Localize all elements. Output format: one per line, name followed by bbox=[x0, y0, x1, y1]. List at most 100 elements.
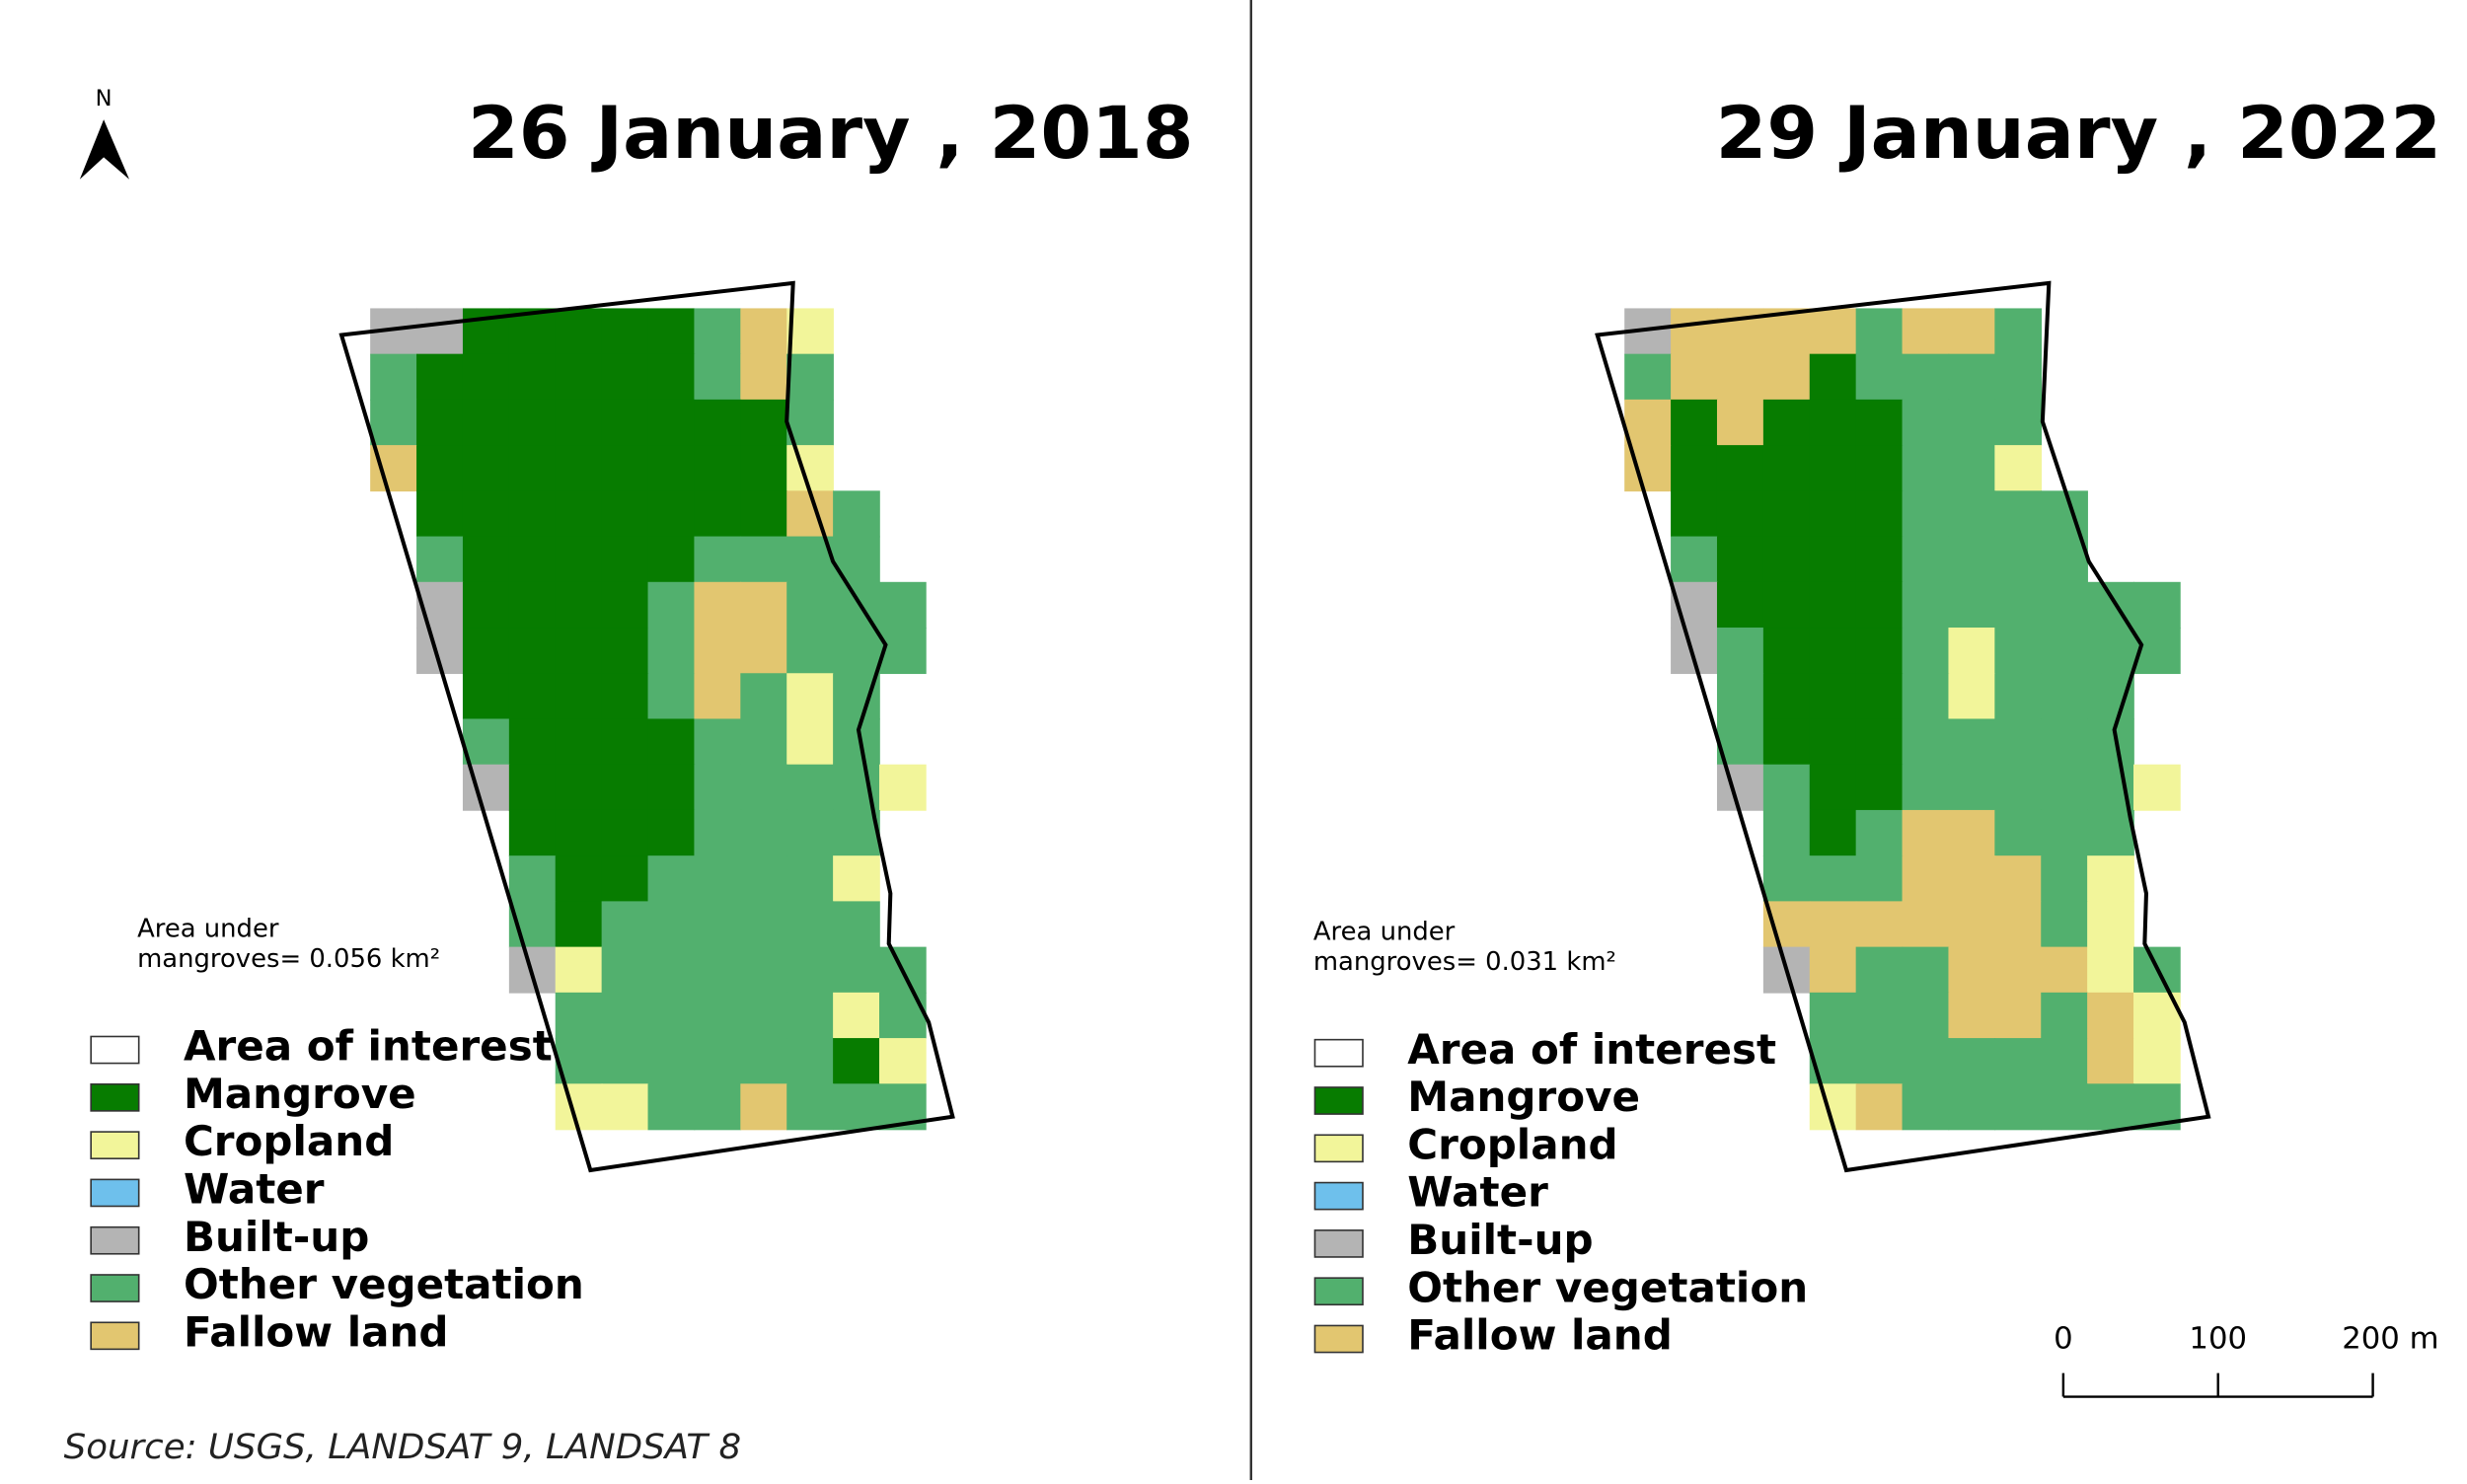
land-cover-pixel bbox=[1948, 445, 1996, 492]
land-cover-pixel bbox=[1994, 946, 2043, 994]
land-cover-pixel bbox=[1855, 1083, 1904, 1131]
land-cover-pixel bbox=[1762, 399, 1811, 446]
land-cover-pixel bbox=[740, 992, 788, 1039]
land-cover-pixel bbox=[647, 673, 696, 720]
land-cover-pixel bbox=[833, 901, 880, 948]
land-cover-pixel bbox=[462, 718, 510, 766]
land-cover-pixel bbox=[740, 581, 788, 629]
land-cover-pixel bbox=[647, 946, 696, 994]
land-cover-pixel bbox=[1716, 490, 1764, 538]
land-cover-pixel bbox=[1762, 809, 1811, 856]
land-cover-pixel bbox=[694, 946, 742, 994]
land-cover-pixel bbox=[1948, 399, 1996, 446]
land-cover-pixel bbox=[555, 992, 603, 1039]
land-cover-pixel bbox=[786, 1083, 834, 1131]
land-cover-pixel bbox=[1671, 308, 1718, 355]
land-cover-pixel bbox=[1948, 946, 1996, 994]
land-cover-pixel bbox=[647, 399, 696, 446]
land-cover-pixel bbox=[2087, 855, 2134, 903]
land-cover-pixel bbox=[2041, 1083, 2088, 1131]
land-cover-pixel bbox=[1948, 308, 1996, 355]
land-cover-pixel bbox=[555, 673, 603, 720]
land-cover-pixel bbox=[1902, 992, 1950, 1039]
land-cover-pixel bbox=[462, 628, 510, 675]
legend-label: Fallow land bbox=[184, 1308, 449, 1357]
land-cover-pixel bbox=[833, 490, 880, 538]
land-cover-pixel bbox=[1994, 992, 2043, 1039]
land-cover-pixel bbox=[833, 628, 880, 675]
legend-label: Other vegetation bbox=[1407, 1264, 1808, 1312]
land-cover-pixel bbox=[647, 308, 696, 355]
land-cover-pixel bbox=[647, 1083, 696, 1131]
scale-label: 100 bbox=[2189, 1322, 2247, 1357]
land-cover-pixel bbox=[1809, 764, 1857, 811]
land-cover-pixel bbox=[740, 536, 788, 583]
land-cover-pixel bbox=[647, 764, 696, 811]
land-cover-pixel bbox=[601, 445, 649, 492]
land-cover-pixel bbox=[647, 855, 696, 903]
land-cover-pixel bbox=[2041, 628, 2088, 675]
land-cover-pixel bbox=[2041, 992, 2088, 1039]
land-cover-pixel bbox=[1948, 536, 1996, 583]
land-cover-pixel bbox=[416, 308, 464, 355]
area-of-interest bbox=[1595, 280, 2211, 1173]
land-cover-pixel bbox=[555, 1083, 603, 1131]
land-cover-pixel bbox=[786, 399, 834, 446]
land-cover-pixel bbox=[786, 673, 834, 720]
land-cover-pixel bbox=[647, 353, 696, 401]
land-cover-pixel bbox=[555, 536, 603, 583]
land-cover-pixel bbox=[1855, 628, 1904, 675]
land-cover-pixel bbox=[462, 353, 510, 401]
land-cover-pixel bbox=[740, 673, 788, 720]
land-cover-pixel bbox=[1809, 536, 1857, 583]
land-cover-pixel bbox=[462, 536, 510, 583]
legend-swatch bbox=[1313, 1086, 1364, 1115]
land-cover-pixel bbox=[2087, 946, 2134, 994]
legend-swatch bbox=[90, 1131, 140, 1159]
land-cover-pixel bbox=[1855, 855, 1904, 903]
land-cover-pixel bbox=[1902, 809, 1950, 856]
land-cover-pixel bbox=[1902, 673, 1950, 720]
land-cover-pixel bbox=[1902, 946, 1950, 994]
land-cover-pixel bbox=[2041, 809, 2088, 856]
north-arrow bbox=[79, 119, 129, 180]
land-cover-pixel bbox=[694, 673, 742, 720]
land-cover-pixel bbox=[2041, 673, 2088, 720]
land-cover-pixel bbox=[1902, 901, 1950, 948]
land-cover-pixel bbox=[1809, 673, 1857, 720]
land-cover-pixel bbox=[508, 581, 557, 629]
land-cover-pixel bbox=[555, 809, 603, 856]
land-cover-pixel bbox=[1855, 490, 1904, 538]
land-cover-pixel bbox=[2133, 1038, 2181, 1085]
land-cover-pixel bbox=[1716, 673, 1764, 720]
land-cover-pixel bbox=[416, 581, 464, 629]
land-cover-pixel bbox=[462, 673, 510, 720]
legend-label: Water bbox=[1407, 1168, 1548, 1217]
land-cover-pixel bbox=[694, 809, 742, 856]
land-cover-pixel bbox=[1948, 628, 1996, 675]
land-cover-pixel bbox=[1994, 1038, 2043, 1085]
land-cover-pixel bbox=[647, 718, 696, 766]
area-note: mangroves= 0.031 km² bbox=[1313, 947, 1616, 977]
land-cover-pixel bbox=[2087, 992, 2134, 1039]
land-cover-pixel bbox=[1762, 628, 1811, 675]
land-cover-pixel bbox=[601, 308, 649, 355]
land-cover-pixel bbox=[555, 946, 603, 994]
land-cover-pixel bbox=[740, 764, 788, 811]
land-cover-pixel bbox=[1762, 764, 1811, 811]
land-cover-pixel bbox=[694, 353, 742, 401]
legend-label: Mangrove bbox=[184, 1070, 416, 1118]
land-cover-pixel bbox=[601, 1083, 649, 1131]
land-cover-pixel bbox=[1671, 399, 1718, 446]
land-cover-pixel bbox=[740, 628, 788, 675]
legend-swatch bbox=[90, 1274, 140, 1302]
land-cover-pixel bbox=[601, 809, 649, 856]
land-cover-pixel bbox=[786, 855, 834, 903]
land-cover-pixel bbox=[1716, 628, 1764, 675]
land-cover-pixel bbox=[601, 673, 649, 720]
land-cover-pixel bbox=[1762, 673, 1811, 720]
land-cover-pixel bbox=[647, 1038, 696, 1085]
land-cover-pixel bbox=[647, 628, 696, 675]
land-cover-pixel bbox=[833, 718, 880, 766]
land-cover-pixel bbox=[1994, 399, 2043, 446]
